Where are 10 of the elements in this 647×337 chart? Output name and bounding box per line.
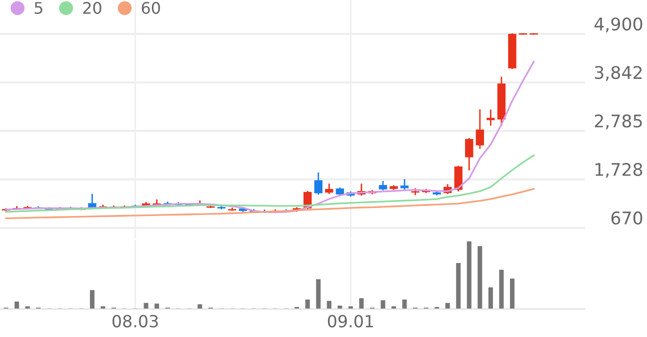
x-tick-label: 09.01 — [328, 314, 373, 328]
y-tick-label: 1,728 — [596, 162, 642, 178]
y-tick-label: 3,842 — [594, 66, 642, 81]
y-tick-label: 670 — [611, 211, 642, 225]
x-tick-label: 08.03 — [112, 314, 158, 328]
legend-label: 60 — [142, 2, 160, 14]
legend-label: 20 — [83, 2, 102, 14]
legend-label: 5 — [34, 2, 42, 14]
y-tick-label: 2,785 — [594, 114, 642, 130]
y-tick-label: 4,900 — [594, 17, 642, 32]
